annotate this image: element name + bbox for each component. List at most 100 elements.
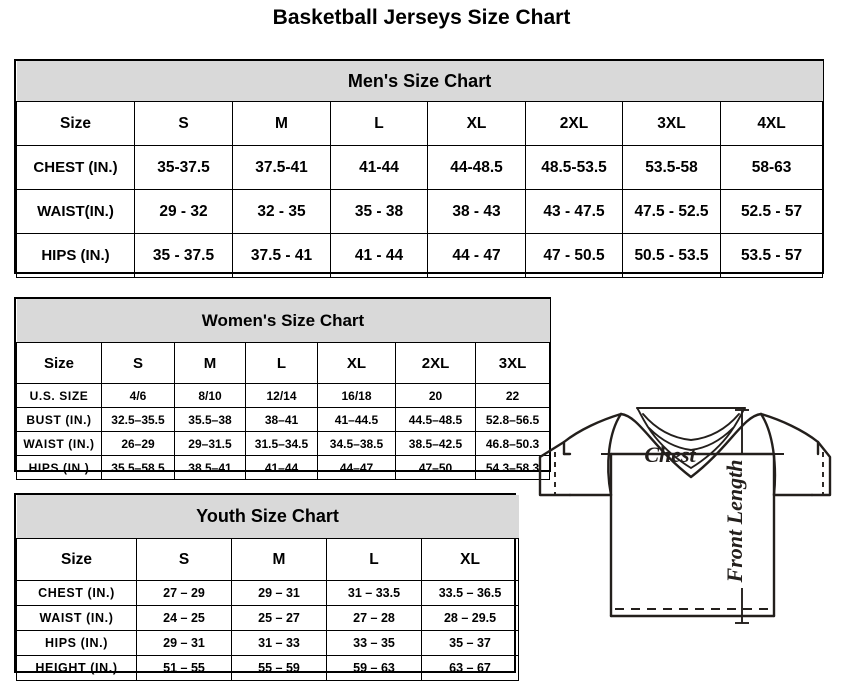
womens-waist-3xl: 46.8–50.3 [474,431,551,456]
womens-row-label-bust: BUST (IN.) [16,407,102,432]
mens-col-header-3xl: 3XL [622,101,721,146]
womens-col-header-xl: XL [317,342,396,384]
womens-col-header-l: L [245,342,318,384]
mens-chest-s: 35-37.5 [134,145,233,190]
youth-row-label-height: HEIGHT (IN.) [16,655,137,681]
womens-hips-xl: 44–47 [317,455,396,480]
youth-col-header-l: L [326,538,422,581]
youth-chart-title: Youth Size Chart [16,495,519,539]
jersey-left-sleeve-outline [538,440,572,497]
mens-row-label-waist: WAIST(IN.) [16,189,135,234]
womens-col-header-3xl: 3XL [474,342,551,384]
table-row: WAIST (IN.) 26–29 29–31.5 31.5–34.5 34.5… [16,431,551,456]
mens-chest-2xl: 48.5-53.5 [525,145,623,190]
youth-height-l: 59 – 63 [326,655,422,681]
front-length-measure-label: Front Length [722,460,747,584]
youth-hips-m: 31 – 33 [231,630,327,656]
table-row: WAIST(IN.) 29 - 32 32 - 35 35 - 38 38 - … [16,189,824,234]
mens-chest-4xl: 58-63 [719,145,824,190]
mens-chest-3xl: 53.5-58 [622,145,721,190]
youth-height-s: 51 – 55 [136,655,232,681]
womens-us-size-l: 12/14 [245,383,318,408]
mens-waist-2xl: 43 - 47.5 [525,189,623,234]
mens-chart-title: Men's Size Chart [16,61,823,102]
mens-col-header-m: M [232,101,331,146]
mens-band-row: Men's Size Chart [16,61,823,102]
table-row: HEIGHT (IN.) 51 – 55 55 – 59 59 – 63 63 … [16,655,520,681]
jersey-collar-band [636,407,746,470]
table-row: HIPS (IN.) 35 - 37.5 37.5 - 41 41 - 44 4… [16,233,824,278]
mens-hips-l: 41 - 44 [330,233,428,278]
youth-size-chart: Youth Size Chart Size S M L XL CHEST (IN… [14,493,520,681]
youth-header-row: Size S M L XL [16,538,520,581]
mens-chest-l: 41-44 [330,145,428,190]
mens-waist-m: 32 - 35 [232,189,331,234]
womens-chart-title: Women's Size Chart [16,299,550,343]
mens-size-table: Men's Size Chart Size S M L XL 2XL 3XL 4… [16,61,824,278]
mens-col-header-4xl: 4XL [719,101,824,146]
youth-chest-m: 29 – 31 [231,580,327,606]
womens-us-size-s: 4/6 [101,383,175,408]
womens-bust-l: 38–41 [245,407,318,432]
youth-waist-s: 24 – 25 [136,605,232,631]
womens-col-header-s: S [101,342,175,384]
mens-chest-m: 37.5-41 [232,145,331,190]
mens-waist-l: 35 - 38 [330,189,428,234]
mens-row-label-chest: CHEST (IN.) [16,145,135,190]
youth-waist-l: 27 – 28 [326,605,422,631]
womens-hips-l: 41–44 [245,455,318,480]
table-row: CHEST (IN.) 35-37.5 37.5-41 41-44 44-48.… [16,145,824,190]
youth-waist-m: 25 – 27 [231,605,327,631]
youth-hips-l: 33 – 35 [326,630,422,656]
womens-us-size-xl: 16/18 [317,383,396,408]
youth-chest-xl: 33.5 – 36.5 [420,580,520,606]
mens-waist-s: 29 - 32 [134,189,233,234]
mens-col-header-2xl: 2XL [525,101,623,146]
mens-waist-3xl: 47.5 - 52.5 [622,189,721,234]
jersey-measurement-diagram: Chest Front Length [531,358,837,658]
jersey-left-armhole-curve [607,412,623,497]
jersey-collar-rib-2 [648,427,734,451]
youth-col-header-m: M [231,538,327,581]
youth-col-header-s: S [136,538,232,581]
jersey-collar-rib-1 [642,413,740,441]
mens-chest-xl: 44-48.5 [427,145,526,190]
womens-us-size-m: 8/10 [174,383,246,408]
womens-row-label-waist: WAIST (IN.) [16,431,102,456]
table-row: CHEST (IN.) 27 – 29 29 – 31 31 – 33.5 33… [16,580,520,606]
womens-band-row: Women's Size Chart [16,299,550,343]
youth-hips-xl: 35 – 37 [420,630,520,656]
womens-hips-m: 38.5–41 [174,455,246,480]
youth-waist-xl: 28 – 29.5 [420,605,520,631]
mens-hips-3xl: 50.5 - 53.5 [622,233,721,278]
youth-band-row: Youth Size Chart [16,495,519,539]
womens-us-size-2xl: 20 [395,383,476,408]
chest-measure-label: Chest [644,442,696,467]
jersey-neckline-outer [619,412,763,479]
womens-hips-3xl: 54.3–58.3 [474,455,551,480]
mens-hips-s: 35 - 37.5 [134,233,233,278]
womens-row-label-us-size: U.S. SIZE [16,383,102,408]
youth-chest-l: 31 – 33.5 [326,580,422,606]
mens-header-row: Size S M L XL 2XL 3XL 4XL [16,101,824,146]
mens-col-header-s: S [134,101,233,146]
mens-row-label-hips: HIPS (IN.) [16,233,135,278]
womens-bust-m: 35.5–38 [174,407,246,432]
womens-size-chart: Women's Size Chart Size S M L XL 2XL 3XL… [14,297,551,480]
jersey-right-armhole-curve [759,412,777,497]
womens-bust-xl: 41–44.5 [317,407,396,432]
youth-col-header-xl: XL [420,538,520,581]
mens-col-header-xl: XL [427,101,526,146]
mens-waist-xl: 38 - 43 [427,189,526,234]
womens-row-label-hips: HIPS (IN.) [16,455,102,480]
table-row: U.S. SIZE 4/6 8/10 12/14 16/18 20 22 [16,383,551,408]
womens-hips-s: 35.5–58.5 [101,455,175,480]
womens-col-header-m: M [174,342,246,384]
youth-chest-s: 27 – 29 [136,580,232,606]
womens-hips-2xl: 47–50 [395,455,476,480]
mens-col-header-size: Size [16,101,135,146]
womens-waist-m: 29–31.5 [174,431,246,456]
mens-hips-xl: 44 - 47 [427,233,526,278]
youth-height-m: 55 – 59 [231,655,327,681]
jersey-right-sleeve-outline [810,440,832,497]
